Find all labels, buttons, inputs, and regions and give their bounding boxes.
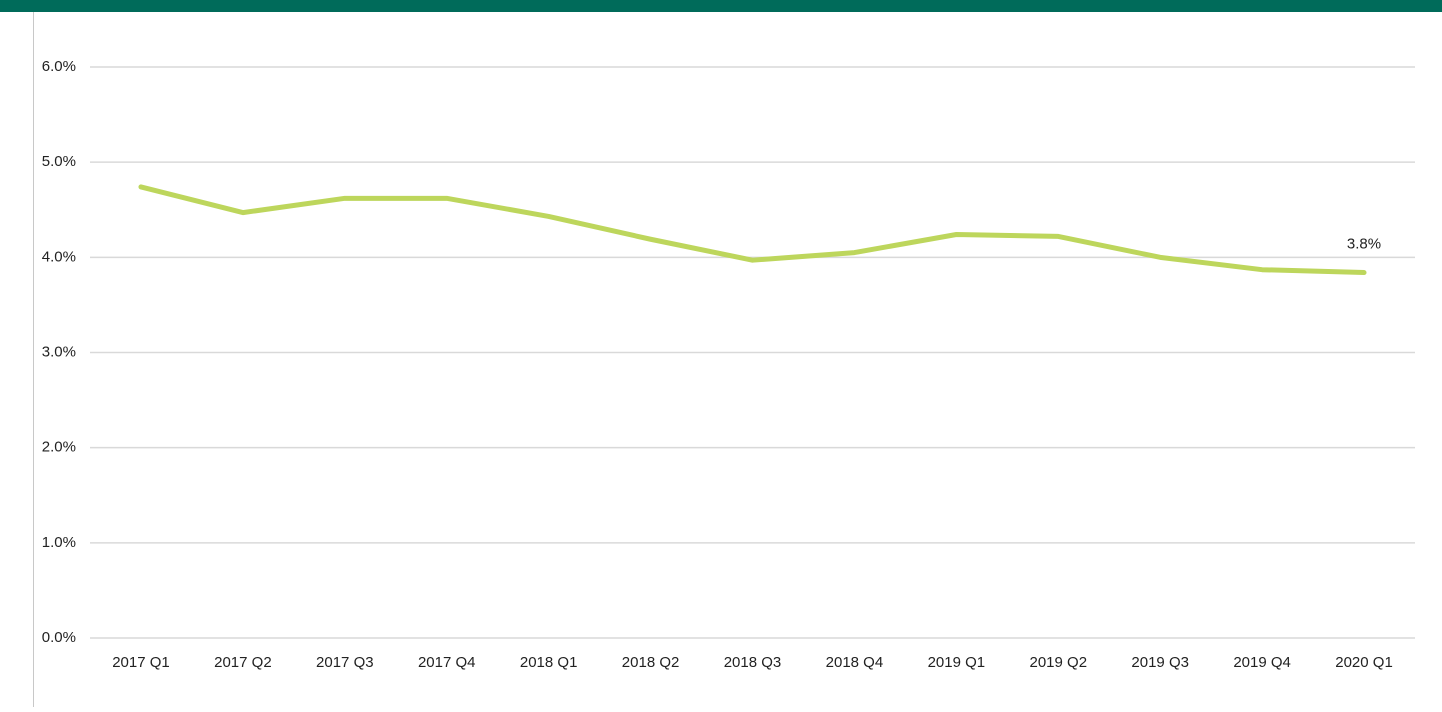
- line-series: [138, 184, 1367, 276]
- y-tick-label: 5.0%: [42, 153, 76, 170]
- header-bar: [0, 0, 1442, 12]
- x-tick-label: 2017 Q4: [418, 654, 476, 671]
- x-tick-label: 2018 Q2: [622, 654, 680, 671]
- x-tick-label: 2019 Q4: [1233, 654, 1291, 671]
- y-tick-label: 3.0%: [42, 343, 76, 360]
- x-tick-label: 2019 Q3: [1131, 654, 1189, 671]
- y-tick-label: 1.0%: [42, 534, 76, 551]
- y-tick-label: 6.0%: [42, 58, 76, 75]
- x-tick-label: 2019 Q1: [928, 654, 986, 671]
- x-tick-label: 2018 Q1: [520, 654, 578, 671]
- y-tick-label: 4.0%: [42, 248, 76, 265]
- x-tick-label: 2018 Q4: [826, 654, 884, 671]
- x-tick-label: 2017 Q3: [316, 654, 374, 671]
- data-label: 3.8%: [1347, 236, 1381, 253]
- x-tick-label: 2017 Q1: [112, 654, 170, 671]
- y-tick-label: 0.0%: [42, 629, 76, 646]
- x-tick-label: 2019 Q2: [1029, 654, 1087, 671]
- x-tick-label: 2017 Q2: [214, 654, 272, 671]
- x-tick-label: 2018 Q3: [724, 654, 782, 671]
- x-tick-label: 2020 Q1: [1335, 654, 1393, 671]
- y-tick-label: 2.0%: [42, 439, 76, 456]
